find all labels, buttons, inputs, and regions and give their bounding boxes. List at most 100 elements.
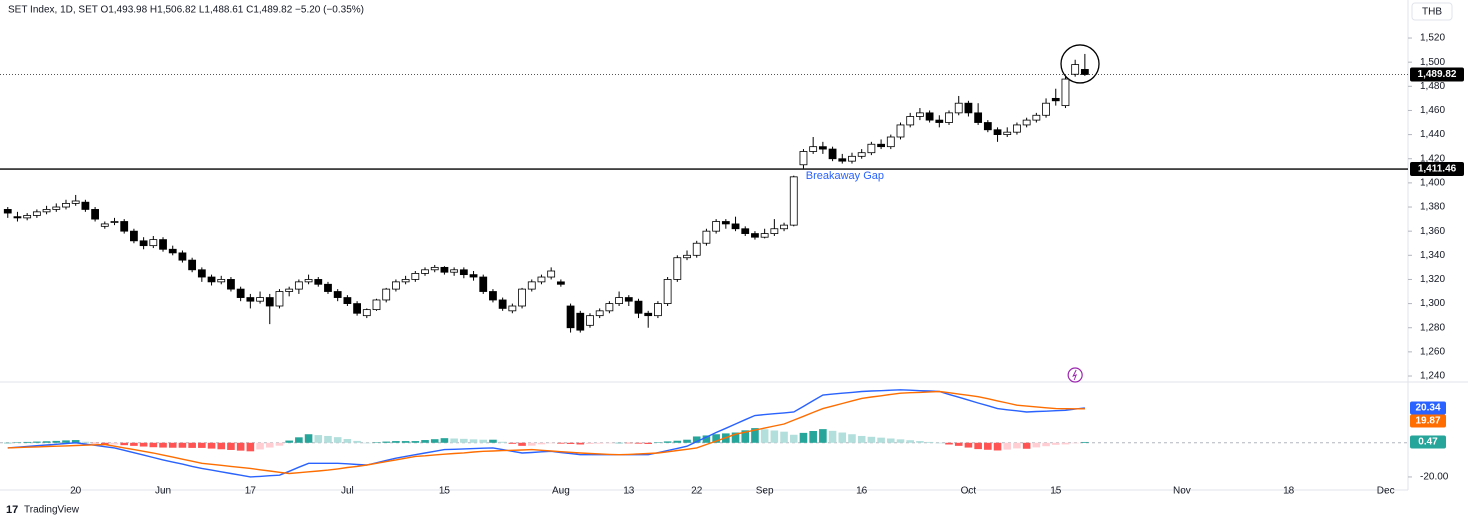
y-tick-label: 1,500 (1420, 57, 1445, 68)
candle-body (178, 252, 187, 261)
candle-body (527, 281, 536, 290)
histogram-bar (1061, 442, 1070, 445)
level-label-box (1410, 162, 1464, 177)
x-tick-label: Jul (341, 486, 354, 497)
candle-body (974, 112, 983, 123)
candle-body (353, 303, 361, 314)
candle-body (71, 200, 80, 204)
histogram-bar (469, 439, 478, 443)
histogram-bar (362, 442, 371, 444)
candle-body (828, 148, 837, 160)
last-price-label: 1,489.82 (1418, 69, 1457, 80)
candle-body (3, 209, 12, 214)
histogram-bar (712, 434, 720, 443)
histogram-bar (178, 442, 187, 448)
candle-body (62, 202, 70, 208)
candle-body (430, 266, 439, 271)
macd-line (7, 390, 1085, 475)
currency-box[interactable] (1411, 2, 1453, 21)
candle-body (91, 209, 99, 220)
candle-body (993, 129, 1002, 135)
candle-body (469, 274, 478, 278)
candle-body (110, 221, 119, 223)
histogram-bar (392, 441, 400, 443)
histogram-bar (751, 428, 759, 443)
candle-body (159, 239, 167, 250)
candle-body (401, 279, 410, 283)
histogram-bar (227, 442, 235, 450)
candle-body (81, 201, 90, 210)
y-tick-label: 1,520 (1420, 33, 1445, 44)
histogram-bar (91, 442, 99, 444)
candle-body (294, 281, 303, 290)
candle-body (566, 305, 575, 329)
histogram-bar (489, 439, 497, 443)
histogram-bar (188, 442, 196, 448)
candle-body (935, 119, 944, 123)
histogram-bar (256, 442, 264, 450)
histogram-bar (52, 440, 61, 443)
histogram-bar (586, 442, 594, 444)
candle-body (741, 228, 750, 234)
candle-body (217, 279, 226, 283)
histogram-bar (576, 442, 585, 445)
candle-body (421, 269, 429, 274)
histogram-bar (683, 439, 691, 443)
histogram-bar (673, 440, 682, 443)
candle-body (508, 305, 517, 312)
histogram-bar (265, 442, 274, 448)
annotation: Breakaway Gap (806, 170, 884, 182)
y-tick-label: 1,420 (1420, 153, 1445, 164)
histogram-bar (557, 442, 565, 444)
candle-body (886, 136, 895, 148)
alert-icon[interactable] (1067, 367, 1083, 383)
histogram-bar (275, 442, 284, 446)
candle-body (586, 315, 594, 326)
y-tick-label: 1,340 (1420, 250, 1445, 261)
y-tick-label: 1,320 (1420, 274, 1445, 285)
histogram-bar (1013, 442, 1021, 449)
histogram-bar (149, 442, 158, 448)
candle-body (411, 273, 420, 280)
value-label: 19.87 (1415, 416, 1440, 427)
x-tick-label: Oct (961, 486, 977, 497)
candle-body (1061, 78, 1070, 107)
candle-body (624, 297, 633, 302)
candle-body (731, 223, 740, 230)
candle-body (809, 146, 818, 152)
histogram-bar (498, 441, 507, 443)
histogram-bar (935, 442, 944, 444)
histogram-bar (566, 442, 575, 444)
last-price-box (1410, 67, 1464, 82)
candle-body (673, 257, 682, 280)
histogram-bar (508, 442, 517, 444)
value-label-box (1410, 401, 1446, 415)
currency[interactable]: THB (1422, 7, 1442, 18)
histogram-bar (1042, 442, 1050, 447)
histogram-bar (343, 439, 352, 443)
candle-body (780, 224, 788, 230)
candle-body (1032, 114, 1041, 121)
candle-body (896, 124, 905, 138)
histogram-bar (741, 430, 750, 443)
candle-body (615, 297, 623, 304)
candle-body (440, 266, 449, 273)
candle-body (324, 283, 332, 292)
logo[interactable]: 17 TradingView (6, 504, 80, 516)
histogram-bar (819, 429, 827, 443)
candle-body (518, 288, 526, 307)
candle-body (683, 254, 691, 259)
candle-body (362, 309, 371, 317)
histogram-bar (1071, 442, 1079, 444)
histogram-bar (304, 434, 313, 443)
x-tick-label: Dec (1377, 486, 1395, 497)
candle-body (285, 288, 294, 292)
histogram-bar (440, 438, 449, 443)
highlight-circle (1060, 44, 1100, 84)
candle-body (450, 269, 459, 273)
candle-body (848, 155, 856, 162)
histogram-bar (799, 432, 808, 443)
candle-body (547, 270, 556, 278)
histogram-bar (867, 436, 876, 443)
histogram-bar (23, 441, 31, 443)
